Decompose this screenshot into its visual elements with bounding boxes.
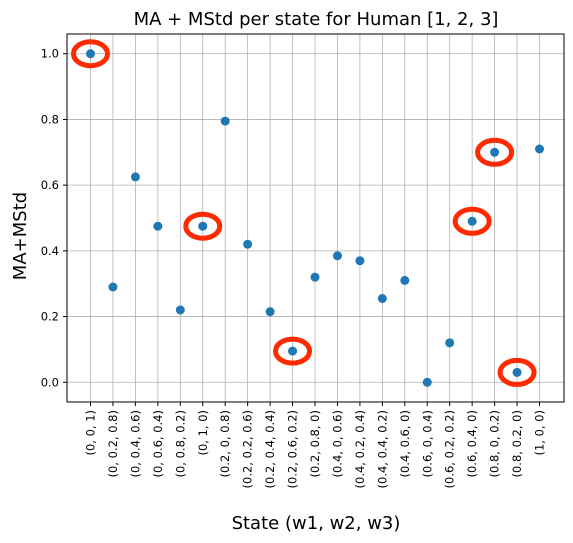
data-point (332, 251, 342, 261)
highlight-circle (452, 206, 492, 236)
x-tick-label: (0, 1, 0) (196, 410, 210, 456)
highlight-circle (183, 211, 223, 241)
x-tick-label: (0.4, 0.2, 0.4) (353, 410, 367, 488)
data-point (265, 307, 275, 317)
data-point (153, 221, 163, 231)
y-tick-label: 0.8 (41, 112, 59, 126)
y-tick-label: 0.4 (41, 244, 59, 258)
x-tick-label: (0.4, 0.4, 0.2) (375, 410, 389, 488)
y-axis-label: MA+MStd (10, 192, 31, 280)
x-tick-label: (0.6, 0.4, 0) (465, 410, 479, 478)
x-tick-label: (0.8, 0.2, 0) (510, 410, 524, 478)
x-axis-label: State (w1, w2, w3) (232, 513, 401, 534)
highlight-circle (497, 357, 537, 387)
data-point (355, 256, 365, 266)
data-point (108, 282, 118, 292)
data-points (86, 49, 544, 387)
y-tick-label: 0.0 (41, 375, 59, 389)
x-tick-label: (0, 0.4, 0.6) (128, 410, 142, 478)
x-tick-label: (0.2, 0.2, 0.6) (241, 410, 255, 488)
data-point (310, 272, 320, 282)
x-tick-label: (0.4, 0, 0.6) (330, 410, 344, 478)
x-tick-label: (0.6, 0, 0.4) (420, 410, 434, 478)
data-point (288, 346, 298, 356)
x-tick-label: (0.4, 0.6, 0) (398, 410, 412, 478)
data-point (512, 367, 522, 377)
data-point (422, 377, 432, 387)
x-tick-label: (0.8, 0, 0.2) (488, 410, 502, 478)
x-tick-label: (0, 0.8, 0.2) (173, 410, 187, 478)
x-tick-label: (0.2, 0.6, 0.2) (286, 410, 300, 488)
x-tick-label: (0.2, 0.8, 0) (308, 410, 322, 478)
data-point (535, 144, 544, 154)
highlights (71, 39, 537, 387)
x-axis: (0, 0, 1) (0, 0.2, 0.8) (0, 0.4, 0.6) (0, 0… (84, 402, 547, 488)
x-tick-label: (0, 0.6, 0.4) (151, 410, 165, 478)
data-point (198, 221, 208, 231)
data-point (490, 147, 500, 157)
y-tick-label: 1.0 (41, 47, 59, 61)
y-tick-label: 0.6 (41, 178, 59, 192)
x-tick-label: (0, 0.2, 0.8) (106, 410, 120, 478)
data-point (130, 172, 140, 182)
x-tick-label: (0.2, 0, 0.8) (218, 410, 232, 478)
chart-title: MA + MStd per state for Human [1, 2, 3] (134, 9, 499, 30)
highlight-circle (71, 39, 110, 69)
y-tick-label: 0.2 (41, 310, 59, 324)
data-point (243, 239, 253, 249)
data-point (86, 49, 95, 59)
x-tick-label: (0.2, 0.4, 0.4) (263, 410, 277, 488)
data-point (445, 338, 455, 348)
highlight-circle (475, 137, 515, 167)
x-tick-label: (1, 0, 0) (533, 410, 547, 456)
data-point (175, 305, 185, 315)
data-point (400, 275, 410, 285)
data-point (220, 116, 230, 126)
x-tick-label: (0, 0, 1) (84, 410, 98, 456)
highlight-circle (273, 336, 313, 366)
y-axis: 0.0 0.2 0.4 0.6 0.8 1.0 (41, 47, 67, 389)
data-point (467, 216, 477, 226)
x-tick-label: (0.6, 0.2, 0.2) (443, 410, 457, 488)
data-point (377, 294, 387, 303)
